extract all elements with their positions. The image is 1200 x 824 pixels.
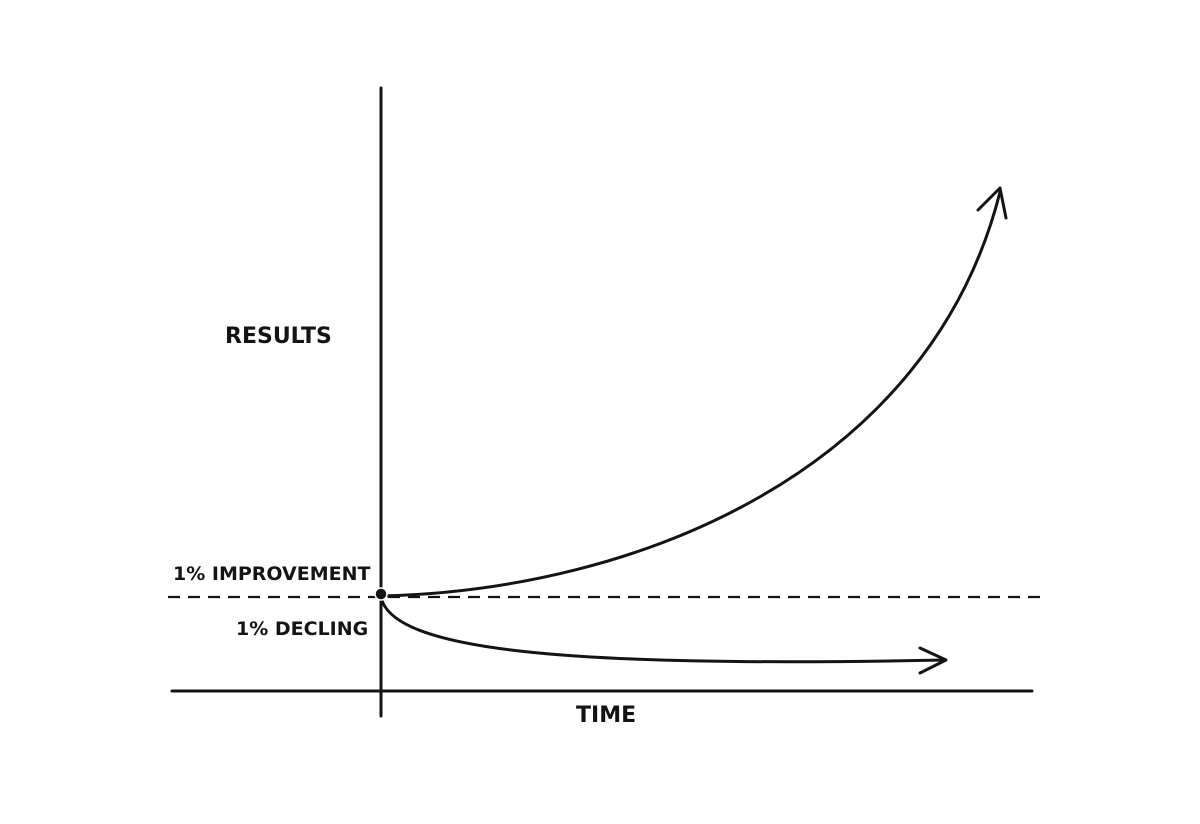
improvement-curve: [379, 190, 1002, 598]
origin-point: [374, 587, 388, 601]
improvement-arrowhead: [976, 186, 1008, 220]
decline-curve: [379, 595, 947, 664]
decline-arrowhead: [918, 646, 948, 675]
x-axis-label: TIME: [576, 703, 636, 728]
improvement-label: 1% IMPROVEMENT: [173, 563, 371, 585]
decline-label: 1% DECLING: [236, 618, 368, 640]
y-axis-label: RESULTS: [225, 324, 332, 349]
